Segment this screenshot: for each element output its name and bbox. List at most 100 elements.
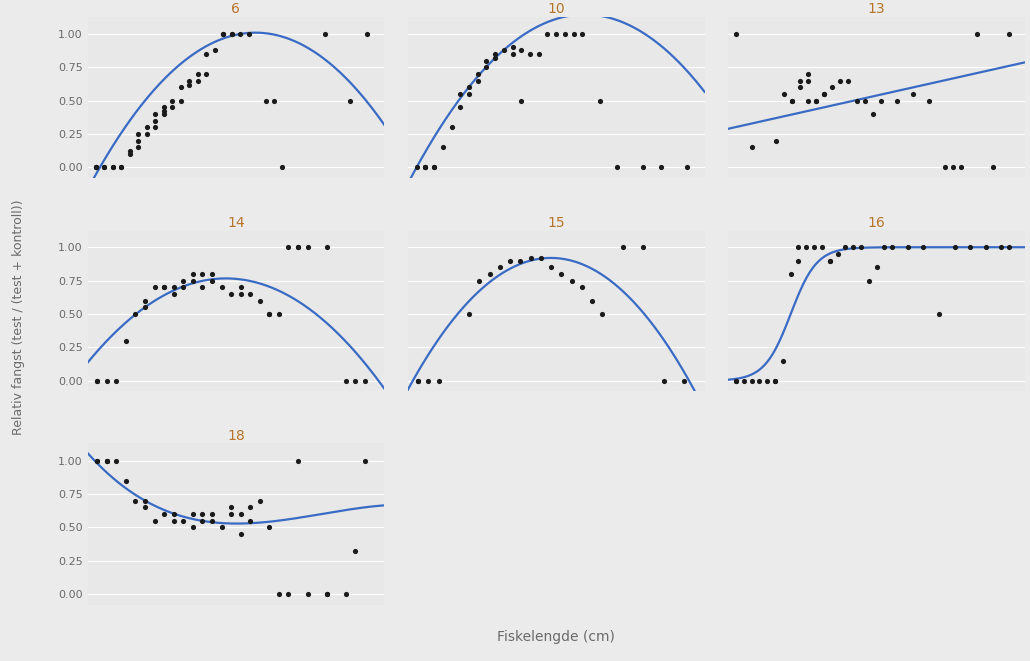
Point	[146, 516, 163, 526]
Point	[864, 109, 881, 120]
Point	[89, 375, 105, 386]
Point	[435, 142, 451, 153]
Point	[215, 28, 232, 39]
Point	[470, 75, 486, 86]
Point	[99, 455, 115, 466]
Point	[563, 276, 580, 286]
Point	[175, 282, 192, 293]
Point	[242, 289, 259, 299]
Point	[790, 255, 806, 266]
Point	[728, 28, 745, 39]
Point	[88, 162, 104, 173]
Point	[735, 375, 752, 386]
Point	[89, 455, 105, 466]
Point	[271, 589, 287, 600]
Point	[96, 162, 112, 173]
Point	[947, 242, 963, 253]
Point	[899, 242, 916, 253]
Point	[522, 49, 539, 59]
Point	[822, 255, 838, 266]
Point	[175, 516, 192, 526]
Point	[1000, 28, 1017, 39]
Point	[461, 309, 478, 319]
Point	[338, 589, 354, 600]
Point	[258, 95, 274, 106]
Point	[420, 375, 437, 386]
Point	[222, 509, 239, 520]
Text: 16: 16	[867, 215, 886, 229]
Point	[768, 136, 785, 146]
Point	[222, 289, 239, 299]
Point	[783, 268, 799, 279]
Point	[968, 28, 985, 39]
Point	[139, 129, 156, 139]
Point	[318, 589, 335, 600]
Point	[173, 82, 190, 93]
Point	[318, 589, 335, 600]
Point	[184, 509, 201, 520]
Point	[809, 95, 825, 106]
Point	[194, 516, 210, 526]
Point	[156, 282, 172, 293]
Point	[156, 109, 172, 120]
Point	[127, 495, 143, 506]
Point	[728, 375, 745, 386]
Point	[108, 375, 125, 386]
Point	[166, 509, 182, 520]
Point	[533, 253, 549, 263]
Point	[884, 242, 900, 253]
Point	[356, 455, 373, 466]
Point	[868, 262, 885, 272]
Point	[751, 375, 767, 386]
Point	[840, 75, 857, 86]
Text: 15: 15	[547, 215, 565, 229]
Point	[548, 28, 564, 39]
Point	[156, 282, 172, 293]
Point	[574, 28, 590, 39]
Point	[127, 309, 143, 319]
Point	[792, 75, 809, 86]
Point	[888, 95, 904, 106]
Point	[233, 509, 249, 520]
Point	[147, 109, 164, 120]
Point	[194, 509, 210, 520]
Point	[105, 162, 122, 173]
Point	[251, 295, 268, 306]
Point	[271, 309, 287, 319]
Point	[800, 69, 817, 79]
Point	[556, 28, 573, 39]
Point	[921, 95, 937, 106]
Point	[156, 509, 172, 520]
Point	[194, 282, 210, 293]
Point	[784, 95, 800, 106]
Point	[166, 282, 182, 293]
Point	[300, 242, 316, 253]
Point	[417, 162, 434, 173]
Point	[470, 69, 486, 79]
Point	[505, 49, 521, 59]
Point	[540, 28, 556, 39]
Point	[481, 268, 497, 279]
Point	[173, 95, 190, 106]
Point	[522, 253, 539, 263]
Point	[766, 375, 783, 386]
Point	[615, 242, 631, 253]
Point	[790, 242, 806, 253]
Point	[356, 375, 373, 386]
Point	[224, 28, 240, 39]
Point	[164, 102, 180, 112]
Point	[266, 95, 282, 106]
Point	[88, 162, 104, 173]
Point	[222, 502, 239, 512]
Point	[609, 162, 625, 173]
Point	[204, 276, 220, 286]
Point	[251, 495, 268, 506]
Point	[452, 102, 469, 112]
Point	[232, 28, 248, 39]
Point	[130, 129, 146, 139]
Point	[213, 282, 230, 293]
Point	[300, 589, 316, 600]
Point	[679, 162, 695, 173]
Point	[798, 242, 815, 253]
Point	[676, 375, 692, 386]
